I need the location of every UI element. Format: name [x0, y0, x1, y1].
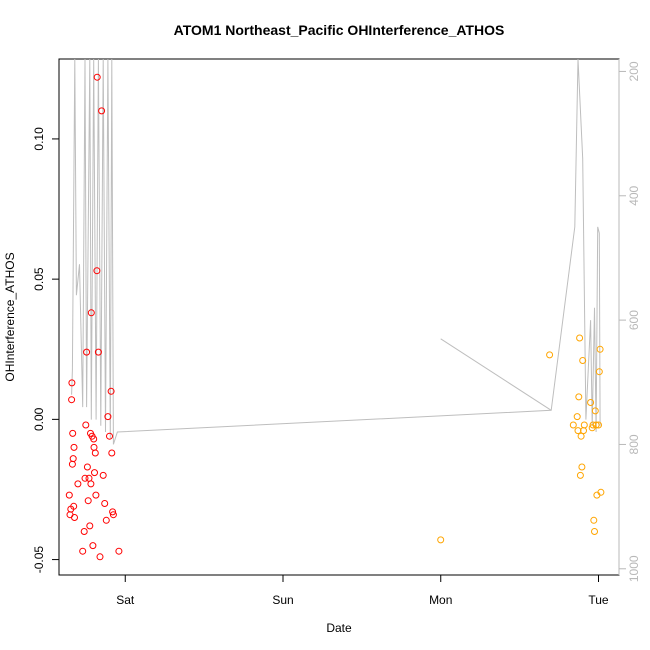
data-point: [576, 471, 584, 479]
data-point: [591, 407, 599, 415]
y2-tick-label: 1000: [627, 555, 641, 582]
y-tick-label: 0.10: [32, 127, 46, 151]
y2-tick-label: 600: [627, 310, 641, 330]
data-point: [65, 491, 73, 499]
data-point: [580, 421, 588, 429]
data-point: [69, 455, 77, 463]
data-point: [92, 491, 100, 499]
plot-region: [58, 58, 620, 576]
data-point: [595, 368, 603, 376]
data-point: [437, 536, 445, 544]
data-points: [65, 73, 605, 561]
data-point: [106, 432, 113, 440]
data-point: [93, 73, 101, 81]
data-point: [91, 449, 99, 457]
profile-line-segment: [440, 338, 552, 411]
data-point: [587, 399, 595, 406]
data-point: [595, 421, 602, 429]
y2-tick-label: 400: [627, 185, 641, 205]
data-point: [89, 542, 97, 550]
data-point: [68, 379, 76, 387]
y-tick-label: 0.05: [32, 267, 46, 291]
data-point: [79, 547, 87, 555]
y-tick-label: 0.00: [32, 407, 46, 431]
x-axis: Sat Sun Mon Tue: [116, 575, 609, 607]
data-point: [590, 516, 598, 524]
data-point: [94, 348, 102, 356]
y-axis: -0.05 0.00 0.05 0.10: [32, 127, 59, 573]
data-point: [579, 357, 587, 364]
data-point: [68, 460, 76, 468]
profile-line: [71, 58, 601, 445]
y-axis-title: OHInterference_ATHOS: [3, 252, 17, 381]
data-point: [86, 522, 94, 530]
data-point: [99, 471, 107, 479]
x-tick-label: Mon: [429, 593, 452, 607]
data-point: [576, 334, 584, 342]
data-point: [115, 547, 123, 555]
data-point: [577, 432, 585, 440]
data-point: [569, 421, 577, 429]
plot-frame: [58, 58, 620, 576]
data-point: [80, 528, 88, 535]
x-axis-title: Date: [326, 621, 352, 635]
data-point: [96, 553, 104, 561]
data-point: [90, 435, 98, 443]
data-point: [573, 413, 581, 421]
data-point: [596, 345, 604, 353]
data-point: [108, 449, 116, 457]
y2-tick-label: 200: [627, 61, 641, 81]
data-point: [74, 480, 82, 488]
data-point: [93, 267, 101, 275]
data-point: [107, 387, 115, 395]
data-point: [68, 396, 76, 404]
data-point: [101, 500, 109, 507]
data-point: [84, 497, 92, 505]
data-point: [102, 516, 110, 524]
data-point: [597, 488, 605, 496]
data-point: [82, 421, 90, 429]
data-point: [69, 429, 77, 437]
data-point: [85, 474, 93, 482]
data-point: [109, 508, 117, 516]
data-point: [592, 421, 600, 429]
data-point: [575, 393, 583, 401]
data-point: [109, 511, 117, 519]
data-point: [83, 463, 91, 471]
data-point: [81, 474, 89, 482]
y-tick-label: -0.05: [32, 546, 46, 574]
data-point: [70, 443, 78, 451]
y2-axis: 200 400 600 800 1000: [618, 59, 641, 582]
data-point: [71, 514, 78, 521]
x-tick-label: Tue: [588, 593, 609, 607]
data-point: [87, 309, 95, 317]
profile-lines: [71, 58, 601, 445]
data-point: [70, 502, 78, 510]
chart-title: ATOM1 Northeast_Pacific OHInterference_A…: [174, 22, 505, 38]
y2-tick-label: 800: [627, 434, 641, 454]
data-point: [83, 348, 91, 356]
data-point: [90, 443, 98, 451]
data-point: [578, 463, 586, 471]
data-point: [87, 480, 95, 488]
x-tick-label: Sun: [272, 593, 293, 607]
data-point: [104, 413, 112, 421]
data-point: [91, 469, 98, 477]
data-point: [546, 351, 554, 359]
data-point: [591, 528, 598, 535]
data-point: [98, 107, 106, 115]
x-tick-label: Sat: [116, 593, 135, 607]
